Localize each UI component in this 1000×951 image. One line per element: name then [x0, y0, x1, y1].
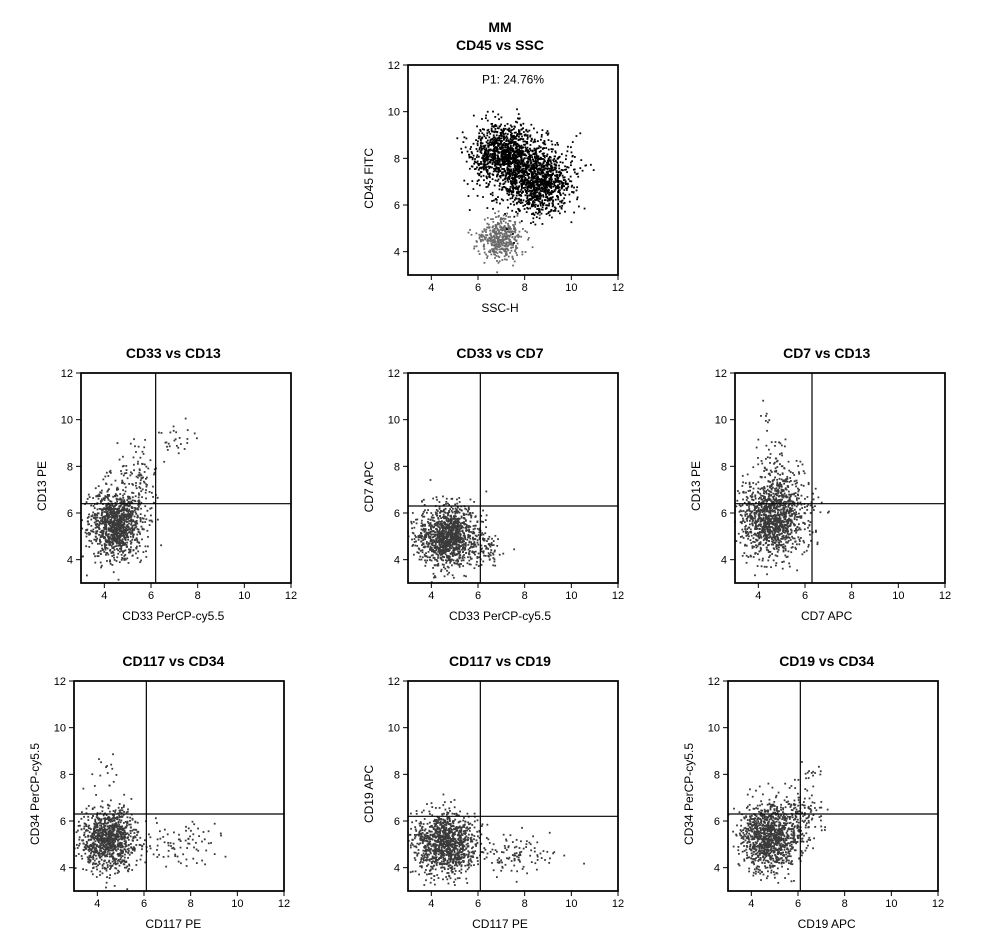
plot-svg-slot: 4 4 6 6 8 8 10 10 12 12: [53, 367, 297, 605]
panel-r2c1: CD117 vs CD34 CD34 PerCP-cy5.5 446688101…: [28, 653, 318, 931]
plot-svg-slot: 44668810101212: [707, 367, 951, 605]
svg-text:10: 10: [239, 590, 251, 602]
svg-text:12: 12: [388, 60, 400, 72]
svg-text:8: 8: [195, 590, 201, 602]
plot-svg-slot: 44668810101212: [46, 675, 290, 913]
svg-text:8: 8: [67, 462, 73, 474]
svg-text:8: 8: [394, 154, 400, 166]
svg-text:12: 12: [285, 590, 297, 602]
y-axis-label: CD13 PE: [689, 461, 703, 511]
y-axis-label: CD13 PE: [35, 461, 49, 511]
scatter-plot: 44668810101212: [707, 367, 951, 605]
x-axis-label: CD19 APC: [798, 917, 856, 931]
panel-title: CD33 vs CD13: [126, 345, 221, 361]
plot-annotation: P1: 24.76%: [482, 73, 544, 87]
y-axis-label: CD19 APC: [362, 765, 376, 823]
scatter-plot: 44668810101212: [700, 675, 944, 913]
svg-text:12: 12: [61, 368, 73, 380]
y-axis-label: CD7 APC: [362, 461, 376, 512]
panel-r1c2: CD33 vs CD7 CD7 APC 44668810101212 CD33 …: [362, 345, 638, 623]
x-axis-label: CD117 PE: [472, 917, 528, 931]
panel-supertitle: MM: [488, 20, 511, 35]
svg-text:4: 4: [394, 247, 400, 259]
svg-text:6: 6: [148, 590, 154, 602]
x-axis-label: CD7 APC: [801, 609, 852, 623]
svg-text:10: 10: [61, 415, 73, 427]
panel-title: CD117 vs CD19: [449, 653, 551, 669]
y-axis-label: CD45 FITC: [362, 148, 376, 209]
svg-text:6: 6: [475, 282, 481, 294]
panel-title: CD7 vs CD13: [783, 345, 870, 361]
scatter-plot: 44668810101212: [380, 675, 624, 913]
x-axis-label: SSC-H: [481, 301, 518, 315]
panel-title: CD117 vs CD34: [122, 653, 224, 669]
plot-svg-slot: 44668810101212: [380, 675, 624, 913]
y-axis-label: CD34 PerCP-cy5.5: [28, 743, 42, 845]
panel-r2c3: CD19 vs CD34 CD34 PerCP-cy5.5 4466881010…: [682, 653, 972, 931]
svg-text:4: 4: [428, 282, 434, 294]
scatter-plot: 4 4 6 6 8 8 10 10 12 12: [53, 367, 297, 605]
panel-top: MM CD45 vs SSC CD45 FITC 4 4 6 6 8 8 10 10 12 12 P…: [362, 20, 638, 315]
plot-svg-slot: 4 4 6 6 8 8 10 10 12 12 P1: 24.76%: [380, 59, 624, 297]
svg-text:12: 12: [612, 282, 624, 294]
svg-text:6: 6: [394, 200, 400, 212]
panel-r1c3: CD7 vs CD13 CD13 PE 44668810101212 CD7 A…: [689, 345, 965, 623]
panel-title: CD45 vs SSC: [456, 37, 544, 53]
x-axis-label: CD33 PerCP-cy5.5: [122, 609, 224, 623]
panel-r1c1: CD33 vs CD13 CD13 PE 4 4 6 6 8 8 10 10 12 12 CD33…: [35, 345, 311, 623]
y-axis-label: CD34 PerCP-cy5.5: [682, 743, 696, 845]
panel-title: CD19 vs CD34: [779, 653, 874, 669]
panel-r2c2: CD117 vs CD19 CD19 APC 44668810101212 CD…: [362, 653, 638, 931]
svg-text:10: 10: [388, 107, 400, 119]
scatter-plot: 4 4 6 6 8 8 10 10 12 12 P1: 24.76%: [380, 59, 624, 297]
svg-text:4: 4: [102, 590, 108, 602]
panel-title: CD33 vs CD7: [456, 345, 543, 361]
scatter-plot: 44668810101212: [46, 675, 290, 913]
scatter-plot: 44668810101212: [380, 367, 624, 605]
figure-grid: MM CD45 vs SSC CD45 FITC 4 4 6 6 8 8 10 10 12 12 P…: [20, 20, 980, 931]
svg-text:10: 10: [565, 282, 577, 294]
svg-text:8: 8: [522, 282, 528, 294]
plot-svg-slot: 44668810101212: [700, 675, 944, 913]
x-axis-label: CD117 PE: [145, 917, 201, 931]
plot-svg-slot: 44668810101212: [380, 367, 624, 605]
svg-text:4: 4: [67, 555, 73, 567]
svg-text:6: 6: [67, 508, 73, 520]
x-axis-label: CD33 PerCP-cy5.5: [449, 609, 551, 623]
